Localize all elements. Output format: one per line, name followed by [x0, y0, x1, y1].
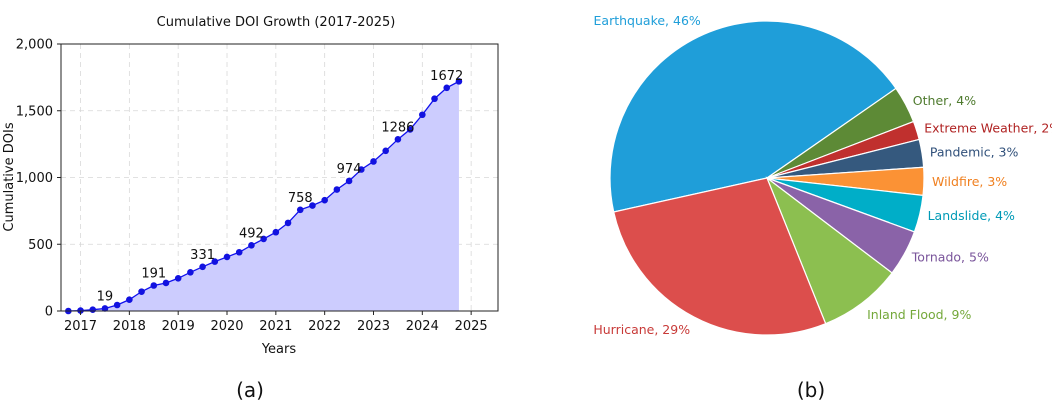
pie-labels: Earthquake, 46% Other, 4% Extreme Weather,…: [593, 13, 1052, 337]
data-point: [199, 263, 206, 271]
x-tick-label: 2017: [64, 319, 97, 334]
data-label: 974: [337, 162, 362, 177]
panel-label-a: (a): [236, 378, 264, 401]
chart-title: Cumulative DOI Growth (2017-2025): [157, 15, 396, 30]
data-point: [419, 111, 426, 119]
x-tick-label: 2025: [455, 319, 488, 334]
data-point: [431, 95, 438, 103]
pie-label: Other, 4%: [913, 93, 976, 108]
x-axis-label: Years: [261, 342, 297, 357]
data-labels: 19 191 331 492 758 974 1286 1672: [97, 69, 464, 305]
pie-label: Tornado, 5%: [911, 250, 989, 265]
pie-slices: [609, 20, 925, 336]
data-point: [345, 177, 353, 185]
y-tick-label: 500: [28, 238, 53, 253]
line-chart-panel: Cumulative DOI Growth (2017-2025) 2017 20…: [2, 15, 499, 401]
pie-label: Wildfire, 3%: [932, 174, 1007, 189]
data-point: [89, 306, 97, 313]
pie-label: Extreme Weather, 2%: [924, 121, 1052, 136]
x-tick-label: 2018: [113, 319, 146, 334]
x-axis-ticks: 2017 2018 2019 2020 2021 2022 2023 2024 2025: [64, 311, 488, 334]
data-point: [101, 305, 109, 312]
x-tick-label: 2023: [357, 319, 390, 334]
data-label: 1672: [430, 69, 463, 84]
data-point: [309, 202, 316, 209]
data-point: [382, 147, 389, 155]
pie-slice: [613, 177, 827, 336]
data-point: [455, 78, 463, 85]
data-point: [235, 248, 243, 256]
data-point: [357, 166, 365, 173]
data-point: [211, 258, 219, 265]
data-point: [150, 282, 158, 289]
pie-slice: [765, 176, 893, 325]
y-tick-label: 1,000: [16, 171, 53, 186]
pie-chart-panel: Earthquake, 46% Other, 4% Extreme Weather,…: [593, 13, 1052, 401]
data-point: [248, 242, 255, 249]
data-point: [406, 126, 414, 133]
x-tick-label: 2020: [210, 319, 243, 334]
y-tick-label: 0: [45, 305, 53, 320]
pie-label: Hurricane, 29%: [593, 322, 690, 337]
data-point: [284, 219, 292, 227]
y-tick-label: 1,500: [16, 104, 53, 119]
data-point: [138, 288, 145, 295]
series-points: [65, 78, 463, 315]
y-axis-ticks: 0 500 1,000 1,500 2,000: [16, 38, 61, 320]
data-label: 19: [97, 289, 114, 304]
y-axis-label: Cumulative DOIs: [2, 122, 17, 231]
data-point: [113, 301, 121, 309]
pie-slice: [609, 20, 897, 213]
x-tick-label: 2022: [308, 319, 341, 334]
pie-label: Earthquake, 46%: [594, 13, 701, 28]
x-tick-label: 2021: [259, 319, 292, 334]
x-tick-label: 2024: [406, 319, 439, 334]
data-point: [187, 268, 194, 276]
data-point: [126, 296, 133, 303]
data-point: [223, 253, 231, 261]
data-point: [272, 228, 280, 236]
data-label: 758: [288, 191, 313, 206]
pie-label: Inland Flood, 9%: [867, 307, 971, 322]
data-point: [296, 206, 304, 214]
data-label: 492: [239, 226, 264, 241]
data-point: [333, 186, 341, 193]
pie-label: Pandemic, 3%: [930, 145, 1019, 160]
data-point: [162, 279, 170, 287]
data-label: 191: [141, 267, 166, 282]
data-label: 1286: [381, 120, 414, 135]
data-point: [174, 274, 182, 282]
data-label: 331: [190, 248, 215, 263]
panel-label-b: (b): [797, 378, 825, 401]
area-fill: [68, 81, 459, 311]
data-point: [443, 84, 451, 92]
pie-label: Landslide, 4%: [928, 208, 1015, 223]
x-tick-label: 2019: [162, 319, 195, 334]
data-point: [394, 136, 402, 143]
y-tick-label: 2,000: [16, 38, 53, 53]
data-point: [260, 235, 267, 243]
data-point: [370, 158, 377, 165]
data-point: [321, 196, 328, 204]
